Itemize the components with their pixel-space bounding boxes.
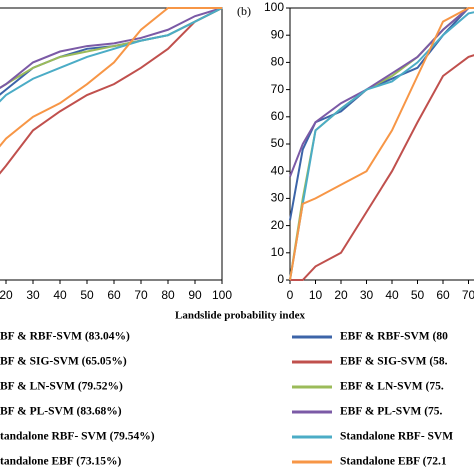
- legend-label: tandalone RBF- SVM (79.54%): [0, 431, 155, 443]
- series-line: [289, 7, 474, 281]
- legend-label: BF & PL-SVM (83.68%): [0, 406, 122, 418]
- x-tick-label: 40: [53, 288, 67, 302]
- x-tick-label: 40: [385, 288, 399, 302]
- x-tick-label: 90: [188, 288, 202, 302]
- x-tick-label: 70: [134, 288, 148, 302]
- y-tick-label: 60: [271, 109, 285, 123]
- legend-label: BF & LN-SVM (79.52%): [0, 381, 123, 393]
- legend-label: BF & SIG-SVM (65.05%): [0, 356, 127, 368]
- series-line: [0, 7, 223, 175]
- series-line: [289, 7, 474, 221]
- plot-frame: [289, 7, 474, 281]
- x-tick-label: 30: [26, 288, 40, 302]
- series-line: [289, 7, 474, 281]
- legend-label: EBF & PL-SVM (75.: [340, 406, 443, 418]
- y-tick-label: 50: [271, 136, 285, 150]
- series-line: [289, 11, 474, 281]
- legend-label: Standalone EBF (72.1: [340, 456, 447, 468]
- y-tick-label: 90: [271, 27, 285, 41]
- series-line: [0, 7, 223, 96]
- x-tick-label: 100: [212, 288, 232, 302]
- x-axis-title: Landslide probability index: [175, 310, 306, 322]
- x-tick-label: 20: [0, 288, 13, 302]
- series-line: [289, 7, 474, 178]
- legend-label: EBF & SIG-SVM (58.: [340, 356, 448, 368]
- series-line: [0, 7, 223, 103]
- x-tick-label: 50: [80, 288, 94, 302]
- x-tick-label: 10: [309, 288, 323, 302]
- series-line: [290, 54, 474, 281]
- y-tick-label: 30: [271, 191, 285, 205]
- y-tick-label: 0: [277, 272, 284, 286]
- x-tick-label: 80: [161, 288, 175, 302]
- y-tick-label: 40: [271, 163, 285, 177]
- y-tick-label: 70: [271, 82, 285, 96]
- legend-label: Standalone RBF- SVM: [340, 431, 453, 443]
- panel-label: (b): [237, 4, 251, 18]
- legend-label: EBF & RBF-SVM (80: [340, 331, 448, 343]
- x-tick-label: 60: [107, 288, 121, 302]
- x-tick-label: 30: [360, 288, 374, 302]
- x-tick-label: 70: [462, 288, 474, 302]
- y-tick-label: 80: [271, 55, 285, 69]
- y-tick-label: 100: [264, 0, 284, 14]
- x-tick-label: 60: [436, 288, 450, 302]
- legend-label: tandalone EBF (73.15%): [0, 456, 121, 468]
- y-tick-label: 20: [271, 218, 285, 232]
- series-line: [0, 7, 223, 89]
- x-tick-label: 50: [411, 288, 425, 302]
- y-tick-label: 10: [271, 245, 285, 259]
- series-line: [0, 7, 222, 148]
- x-tick-label: 20: [334, 288, 348, 302]
- x-tick-label: 0: [287, 288, 294, 302]
- legend-label: EBF & LN-SVM (75.: [340, 381, 444, 393]
- legend-label: BF & RBF-SVM (83.04%): [0, 331, 130, 343]
